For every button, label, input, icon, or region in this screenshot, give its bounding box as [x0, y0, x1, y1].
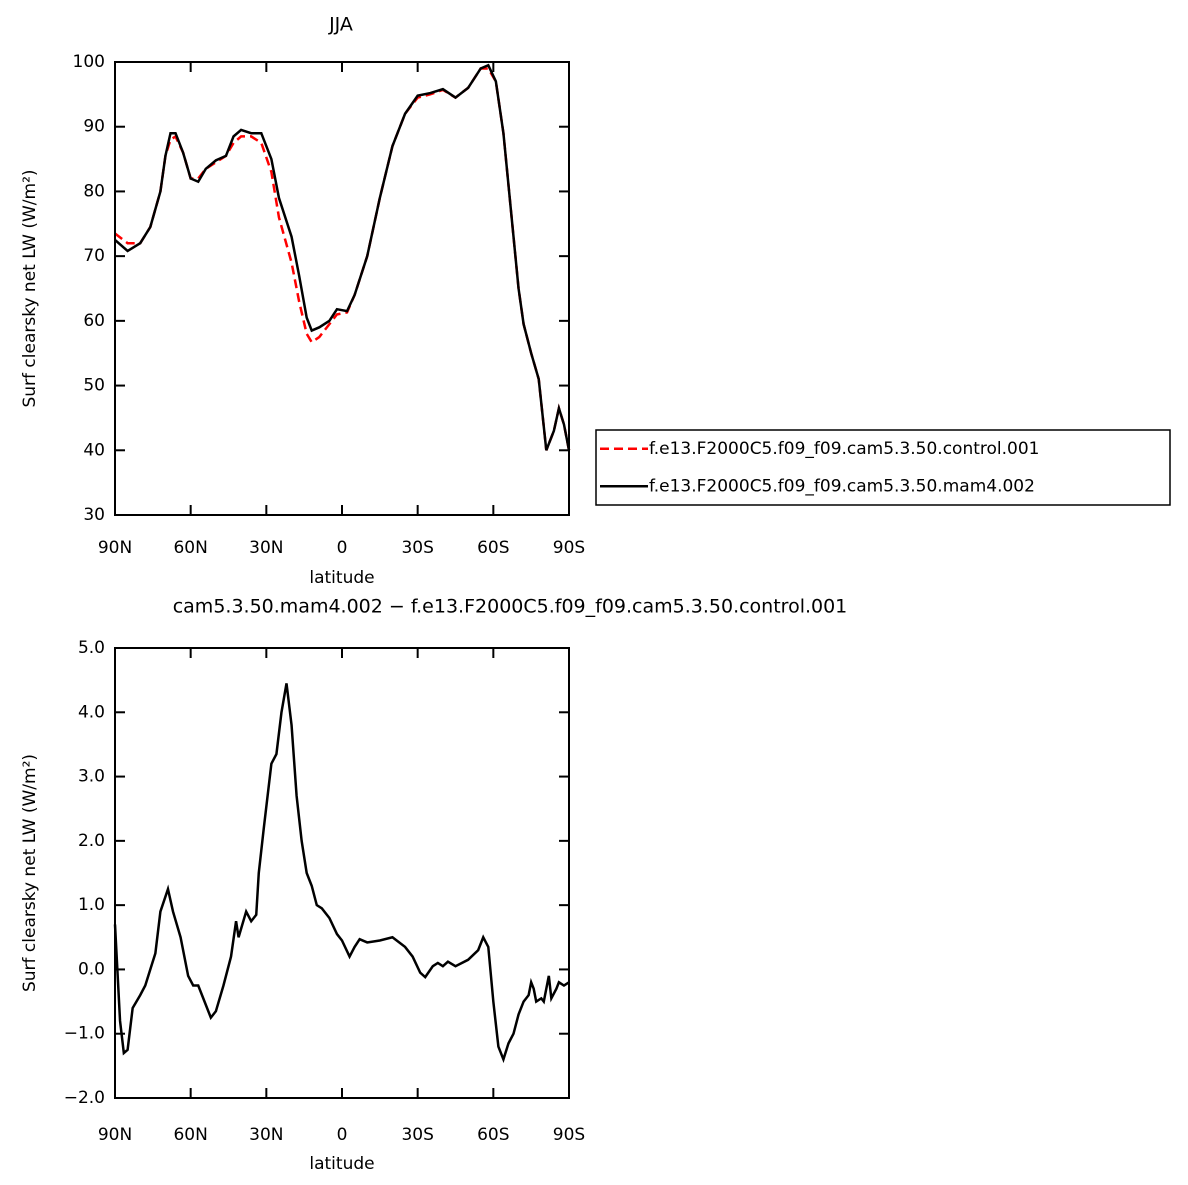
legend-label: f.e13.F2000C5.f09_f09.cam5.3.50.control.… — [649, 439, 1040, 459]
y-tick-label: −1.0 — [64, 1024, 105, 1044]
y-tick-label: 90 — [83, 117, 105, 137]
x-axis-label: latitude — [309, 1154, 374, 1174]
y-tick-label: 1.0 — [78, 895, 105, 915]
data-line — [114, 67, 571, 451]
y-tick-label: 100 — [73, 52, 105, 72]
chart-title: cam5.3.50.mam4.002 − f.e13.F2000C5.f09_f… — [173, 596, 848, 618]
x-tick-label: 0 — [337, 1125, 348, 1145]
y-tick-label: 2.0 — [78, 831, 105, 851]
y-tick-label: 4.0 — [78, 702, 105, 722]
x-tick-label: 60N — [173, 538, 207, 558]
y-tick-label: 0.0 — [78, 959, 105, 979]
x-tick-label: 30S — [401, 1125, 433, 1145]
y-tick-label: 60 — [83, 311, 105, 331]
x-tick-label: 60S — [477, 538, 509, 558]
x-tick-label: 90N — [98, 538, 132, 558]
chart-title: JJA — [328, 14, 353, 36]
plot-frame — [114, 647, 570, 1099]
x-tick-label: 90S — [553, 538, 585, 558]
x-tick-label: 60S — [477, 1125, 509, 1145]
x-tick-label: 30S — [401, 538, 433, 558]
x-tick-label: 60N — [173, 1125, 207, 1145]
x-tick-label: 30N — [249, 538, 283, 558]
y-tick-label: −2.0 — [64, 1088, 105, 1108]
x-axis-label: latitude — [309, 568, 374, 588]
y-tick-label: 80 — [83, 181, 105, 201]
x-tick-label: 0 — [337, 538, 348, 558]
data-line — [114, 63, 571, 451]
data-line — [113, 683, 570, 1064]
plot-frame — [114, 61, 570, 516]
y-tick-label: 50 — [83, 376, 105, 396]
y-tick-label: 40 — [83, 440, 105, 460]
legend-box — [595, 429, 1171, 506]
x-tick-label: 30N — [249, 1125, 283, 1145]
legend-label: f.e13.F2000C5.f09_f09.cam5.3.50.mam4.002 — [649, 476, 1035, 496]
x-tick-label: 90N — [98, 1125, 132, 1145]
y-axis-label: Surf clearsky net LW (W/m²) — [20, 169, 40, 407]
x-tick-label: 90S — [553, 1125, 585, 1145]
y-tick-label: 3.0 — [78, 767, 105, 787]
y-tick-label: 70 — [83, 246, 105, 266]
y-axis-label: Surf clearsky net LW (W/m²) — [20, 754, 40, 992]
y-tick-label: 5.0 — [78, 638, 105, 658]
y-tick-label: 30 — [83, 505, 105, 525]
